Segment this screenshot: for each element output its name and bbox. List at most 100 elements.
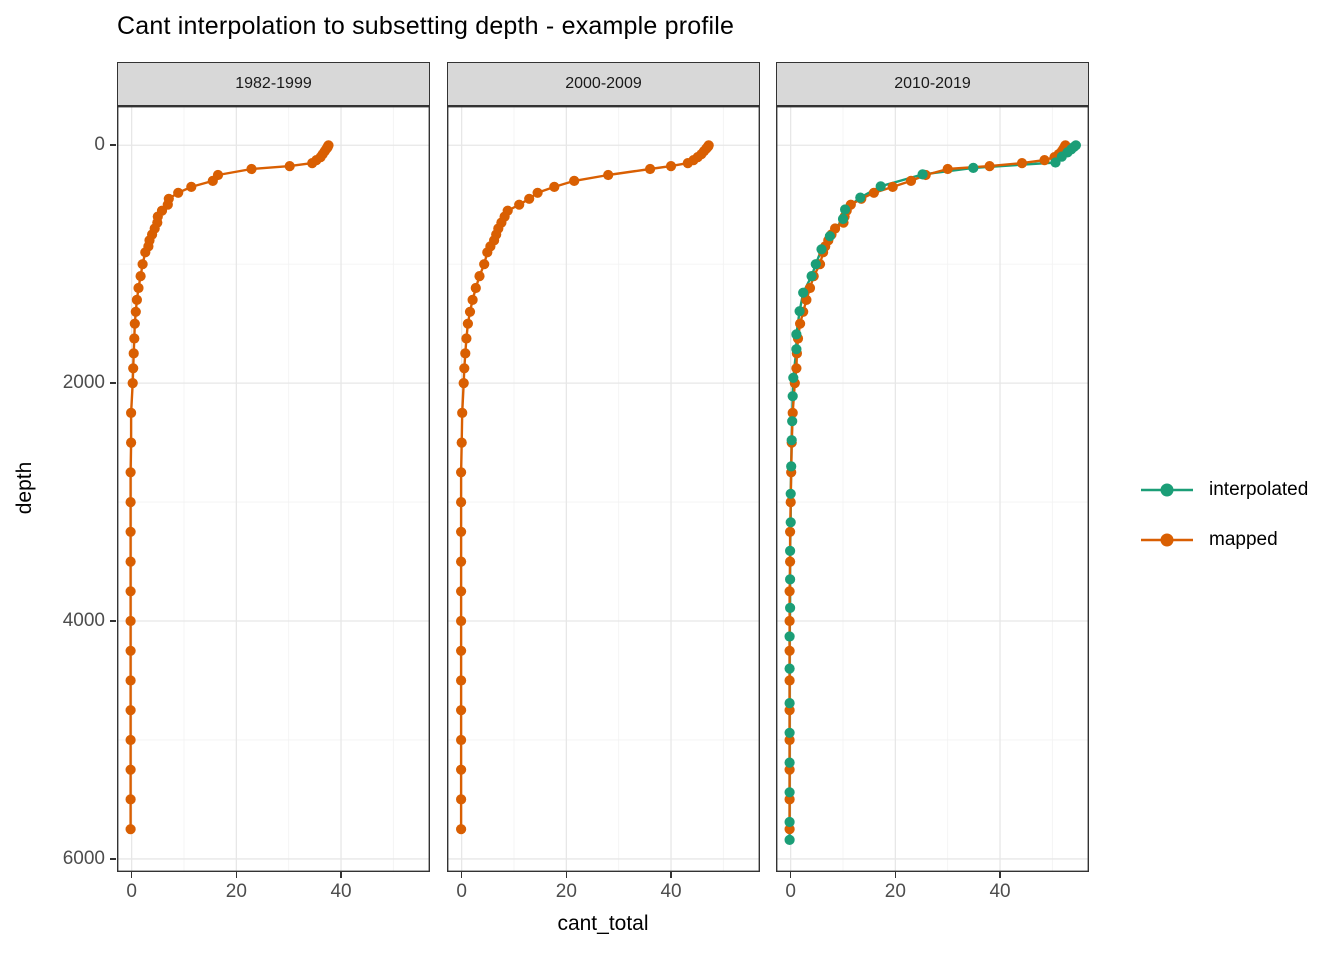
data-point <box>186 181 197 192</box>
data-point <box>784 663 795 674</box>
y-tick-mark <box>110 858 116 860</box>
x-tick-mark <box>340 872 342 878</box>
data-point <box>133 282 144 294</box>
x-tick-mark <box>999 872 1001 878</box>
y-axis-title: depth <box>13 461 36 515</box>
data-point <box>785 517 796 528</box>
data-point <box>787 391 798 402</box>
x-tick-mark <box>460 872 463 878</box>
data-point <box>855 192 866 203</box>
data-point <box>207 175 218 186</box>
data-point <box>798 287 809 298</box>
data-point <box>456 526 467 537</box>
data-point <box>456 645 467 656</box>
data-point <box>284 161 295 172</box>
data-point <box>307 158 318 169</box>
facet-strip-label: 1982-1999 <box>235 75 312 92</box>
series-points-mapped <box>125 140 334 835</box>
x-tick-mark <box>789 872 792 878</box>
data-point <box>942 163 953 175</box>
facet-panel-1982-1999 <box>117 106 430 872</box>
data-point <box>785 602 796 613</box>
data-point <box>810 259 821 270</box>
x-tick-mark <box>894 872 897 878</box>
data-point <box>784 727 795 738</box>
data-point <box>125 586 136 597</box>
data-point <box>461 333 472 344</box>
data-point <box>246 163 257 175</box>
x-tick-label: 20 <box>884 881 906 902</box>
panel-background <box>776 106 1089 872</box>
data-point <box>456 615 467 627</box>
data-point <box>140 247 151 258</box>
x-tick-label: 0 <box>456 881 467 902</box>
legend-key-point <box>1160 533 1174 547</box>
facet-strip-2010-2019: 2010-2019 <box>776 62 1089 106</box>
data-point <box>784 787 795 798</box>
data-point <box>816 244 827 255</box>
x-tick-label: 0 <box>785 881 796 902</box>
data-point <box>459 363 470 374</box>
data-point <box>131 294 142 305</box>
data-point <box>128 363 139 374</box>
y-tick-label: 6000 <box>62 847 105 869</box>
data-point <box>456 497 467 508</box>
data-point <box>456 675 467 686</box>
data-point <box>125 734 136 746</box>
data-point <box>460 348 471 359</box>
data-point <box>840 204 851 215</box>
data-point <box>875 181 886 192</box>
data-point <box>1016 158 1028 169</box>
data-point <box>968 162 979 173</box>
data-point <box>456 705 467 716</box>
data-point <box>135 271 146 282</box>
x-axis-title: cant_total <box>557 912 649 935</box>
data-point <box>784 764 795 775</box>
facet-strip-label: 2000-2009 <box>565 75 642 92</box>
y-tick-label: 0 <box>94 134 105 156</box>
data-point <box>456 794 467 805</box>
data-point <box>125 705 136 716</box>
data-point <box>794 306 805 317</box>
y-tick-mark <box>110 620 116 622</box>
panel-border <box>447 106 760 872</box>
data-point <box>482 247 493 258</box>
data-point <box>784 615 795 627</box>
data-point <box>125 824 136 835</box>
data-point <box>791 329 802 340</box>
data-point <box>787 416 798 427</box>
data-point <box>456 764 467 775</box>
data-point <box>785 574 796 585</box>
data-point <box>532 187 543 198</box>
data-point <box>456 556 467 567</box>
data-point <box>784 734 795 746</box>
x-tick-mark <box>235 872 238 878</box>
data-point <box>791 344 802 355</box>
x-tick-label: 40 <box>330 881 352 902</box>
x-tick-label: 20 <box>225 881 247 902</box>
data-point <box>458 378 469 389</box>
data-point <box>665 161 677 172</box>
panel-border <box>117 106 430 872</box>
data-point <box>456 437 467 448</box>
data-point <box>786 435 797 446</box>
data-point <box>917 169 928 180</box>
legend-key-point <box>1160 483 1174 497</box>
data-point <box>125 615 136 627</box>
data-point <box>125 794 136 805</box>
data-point <box>785 545 796 556</box>
data-point <box>984 161 995 172</box>
data-point <box>785 526 796 537</box>
data-point <box>125 526 136 537</box>
data-point <box>784 816 795 828</box>
data-point <box>129 318 140 329</box>
data-point <box>173 187 184 198</box>
plot-title: Cant interpolation to subsetting depth -… <box>117 12 735 40</box>
legend-item-mapped: mapped <box>1139 527 1308 553</box>
data-point <box>479 259 490 270</box>
data-point <box>128 348 139 359</box>
data-point <box>129 333 140 344</box>
data-point <box>125 645 136 656</box>
data-point <box>524 193 535 204</box>
